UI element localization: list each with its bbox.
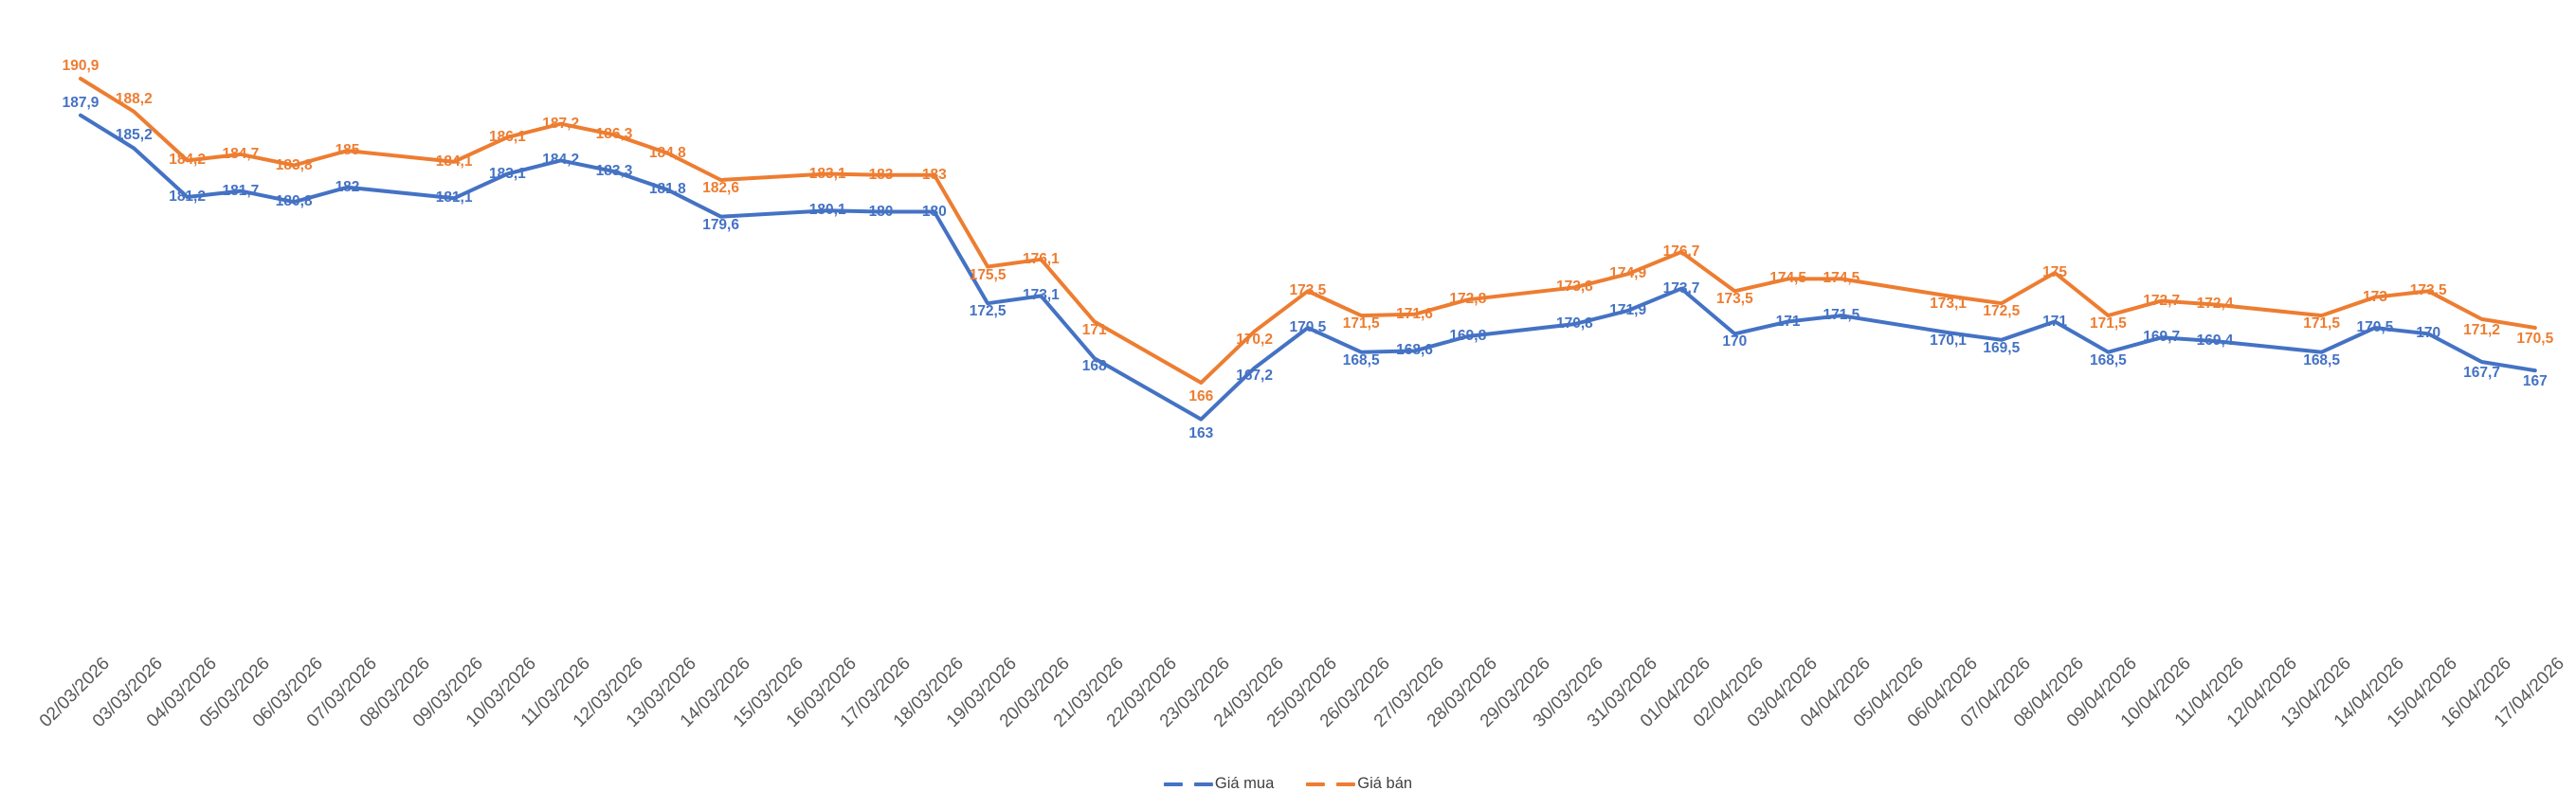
data-label-gia-mua: 171 [1775,313,1801,330]
data-label-gia-ban: 183 [921,166,947,183]
data-label-gia-ban: 182,6 [702,179,739,196]
data-label-gia-ban: 172,4 [2196,296,2234,313]
data-label-gia-mua: 167 [2522,373,2548,390]
data-label-gia-mua: 171,5 [1823,307,1860,324]
data-label-gia-ban: 175 [2042,263,2068,280]
data-label-gia-mua: 168 [1081,358,1107,375]
data-label-gia-ban: 171,2 [2463,321,2500,338]
data-label-gia-ban: 173,8 [1555,279,1593,296]
data-label-gia-mua: 171 [2042,313,2068,330]
data-label-gia-mua: 163 [1188,424,1214,441]
data-label-gia-ban: 170,5 [2516,330,2554,347]
data-label-gia-ban: 186,1 [488,128,526,145]
data-label-gia-mua: 168,5 [1342,351,1380,369]
data-label-gia-mua: 168,5 [2303,351,2340,369]
data-label-gia-mua: 170,5 [1289,318,1327,335]
data-label-gia-mua: 170 [2416,325,2441,342]
data-label-gia-mua: 170,5 [2356,318,2394,335]
data-label-gia-ban: 174,9 [1609,265,1647,282]
data-label-gia-mua: 180,1 [808,202,846,219]
data-label-gia-mua: 170,1 [1930,333,1967,350]
data-label-gia-ban: 176,7 [1662,243,1700,261]
data-label-gia-mua: 180 [868,203,894,220]
data-label-gia-ban: 172,7 [2143,292,2181,309]
data-label-gia-ban: 173,1 [1930,296,1967,313]
data-label-gia-ban: 172,8 [1449,291,1487,308]
data-label-gia-ban: 183,8 [275,156,313,173]
data-label-gia-ban: 184,1 [435,153,473,170]
data-label-gia-mua: 173,7 [1662,279,1700,297]
legend-label-gia-ban: Giá bán [1357,775,1413,792]
data-label-gia-ban: 174,5 [1823,270,1860,287]
data-label-gia-mua: 183,3 [595,162,633,179]
data-label-gia-mua: 185,2 [115,127,153,144]
data-label-gia-ban: 171,5 [2303,315,2340,333]
data-label-gia-ban: 183,1 [808,165,846,182]
series-line-gia-ban [79,77,2537,385]
data-label-gia-ban: 171,5 [1342,315,1380,333]
data-label-gia-mua: 168,6 [1396,342,1433,359]
gia-ban-line-sample-icon [1306,782,1326,786]
data-label-gia-ban: 183 [868,166,894,183]
data-label-gia-mua: 183,1 [488,165,526,182]
series-line-gia-mua [79,113,2537,422]
data-label-gia-ban: 171 [1081,321,1107,338]
data-label-gia-mua: 170 [1722,333,1748,351]
data-label-gia-mua: 169,5 [1983,339,2021,356]
data-label-gia-mua: 181,2 [169,189,206,206]
chart-legend: Giá mua Giá bán [1163,775,1412,793]
data-label-gia-ban: 186,3 [595,126,633,143]
data-label-gia-mua: 181,7 [222,182,260,199]
data-label-gia-ban: 173,5 [1289,282,1327,299]
data-label-gia-mua: 180,8 [275,193,313,210]
data-label-gia-ban: 172,5 [1983,303,2021,320]
data-label-gia-ban: 184,2 [169,152,206,169]
data-label-gia-mua: 167,2 [1236,368,1273,385]
gia-mua-line-sample-icon [1163,782,1183,786]
data-label-gia-mua: 170,8 [1555,315,1593,333]
data-label-gia-mua: 182 [335,178,360,195]
legend-item-gia-mua: Giá mua [1163,775,1275,793]
data-label-gia-ban: 173 [2362,288,2387,305]
data-label-gia-ban: 188,2 [115,90,153,107]
gia-mua-line-sample2-icon [1193,782,1213,786]
data-label-gia-mua: 181,8 [648,181,686,198]
data-label-gia-ban: 170,2 [1236,331,1273,348]
data-label-gia-ban: 176,1 [1022,250,1060,267]
data-label-gia-ban: 173,5 [1715,291,1753,308]
data-label-gia-ban: 184,8 [648,144,686,161]
gia-ban-line-sample2-icon [1336,782,1356,786]
data-label-gia-ban: 190,9 [62,58,100,74]
data-label-gia-ban: 173,5 [2409,282,2447,299]
data-label-gia-mua: 171,9 [1609,301,1647,318]
data-label-gia-mua: 168,5 [2089,351,2127,369]
legend-label-gia-mua: Giá mua [1214,775,1275,792]
data-label-gia-mua: 172,5 [969,303,1007,320]
data-label-gia-mua: 173,1 [1022,287,1060,304]
data-label-gia-ban: 171,5 [2089,315,2127,333]
data-label-gia-ban: 174,5 [1769,270,1806,287]
data-label-gia-mua: 184,2 [542,152,580,169]
data-label-gia-mua: 169,4 [2196,333,2234,350]
data-label-gia-ban: 171,6 [1396,305,1433,322]
data-label-gia-mua: 181,1 [435,189,473,207]
data-label-gia-mua: 169,8 [1449,327,1487,344]
data-label-gia-mua: 180 [921,203,947,220]
data-label-gia-mua: 169,7 [2143,329,2181,346]
data-label-gia-ban: 185 [335,142,360,159]
data-label-gia-ban: 187,2 [542,115,580,132]
data-label-gia-mua: 167,7 [2463,365,2500,382]
legend-item-gia-ban: Giá bán [1306,775,1412,793]
data-label-gia-ban: 166 [1188,387,1214,404]
data-label-gia-ban: 175,5 [969,266,1007,283]
data-label-gia-mua: 187,9 [62,94,100,111]
data-label-gia-mua: 179,6 [702,216,739,233]
data-label-gia-ban: 184,7 [222,145,260,162]
